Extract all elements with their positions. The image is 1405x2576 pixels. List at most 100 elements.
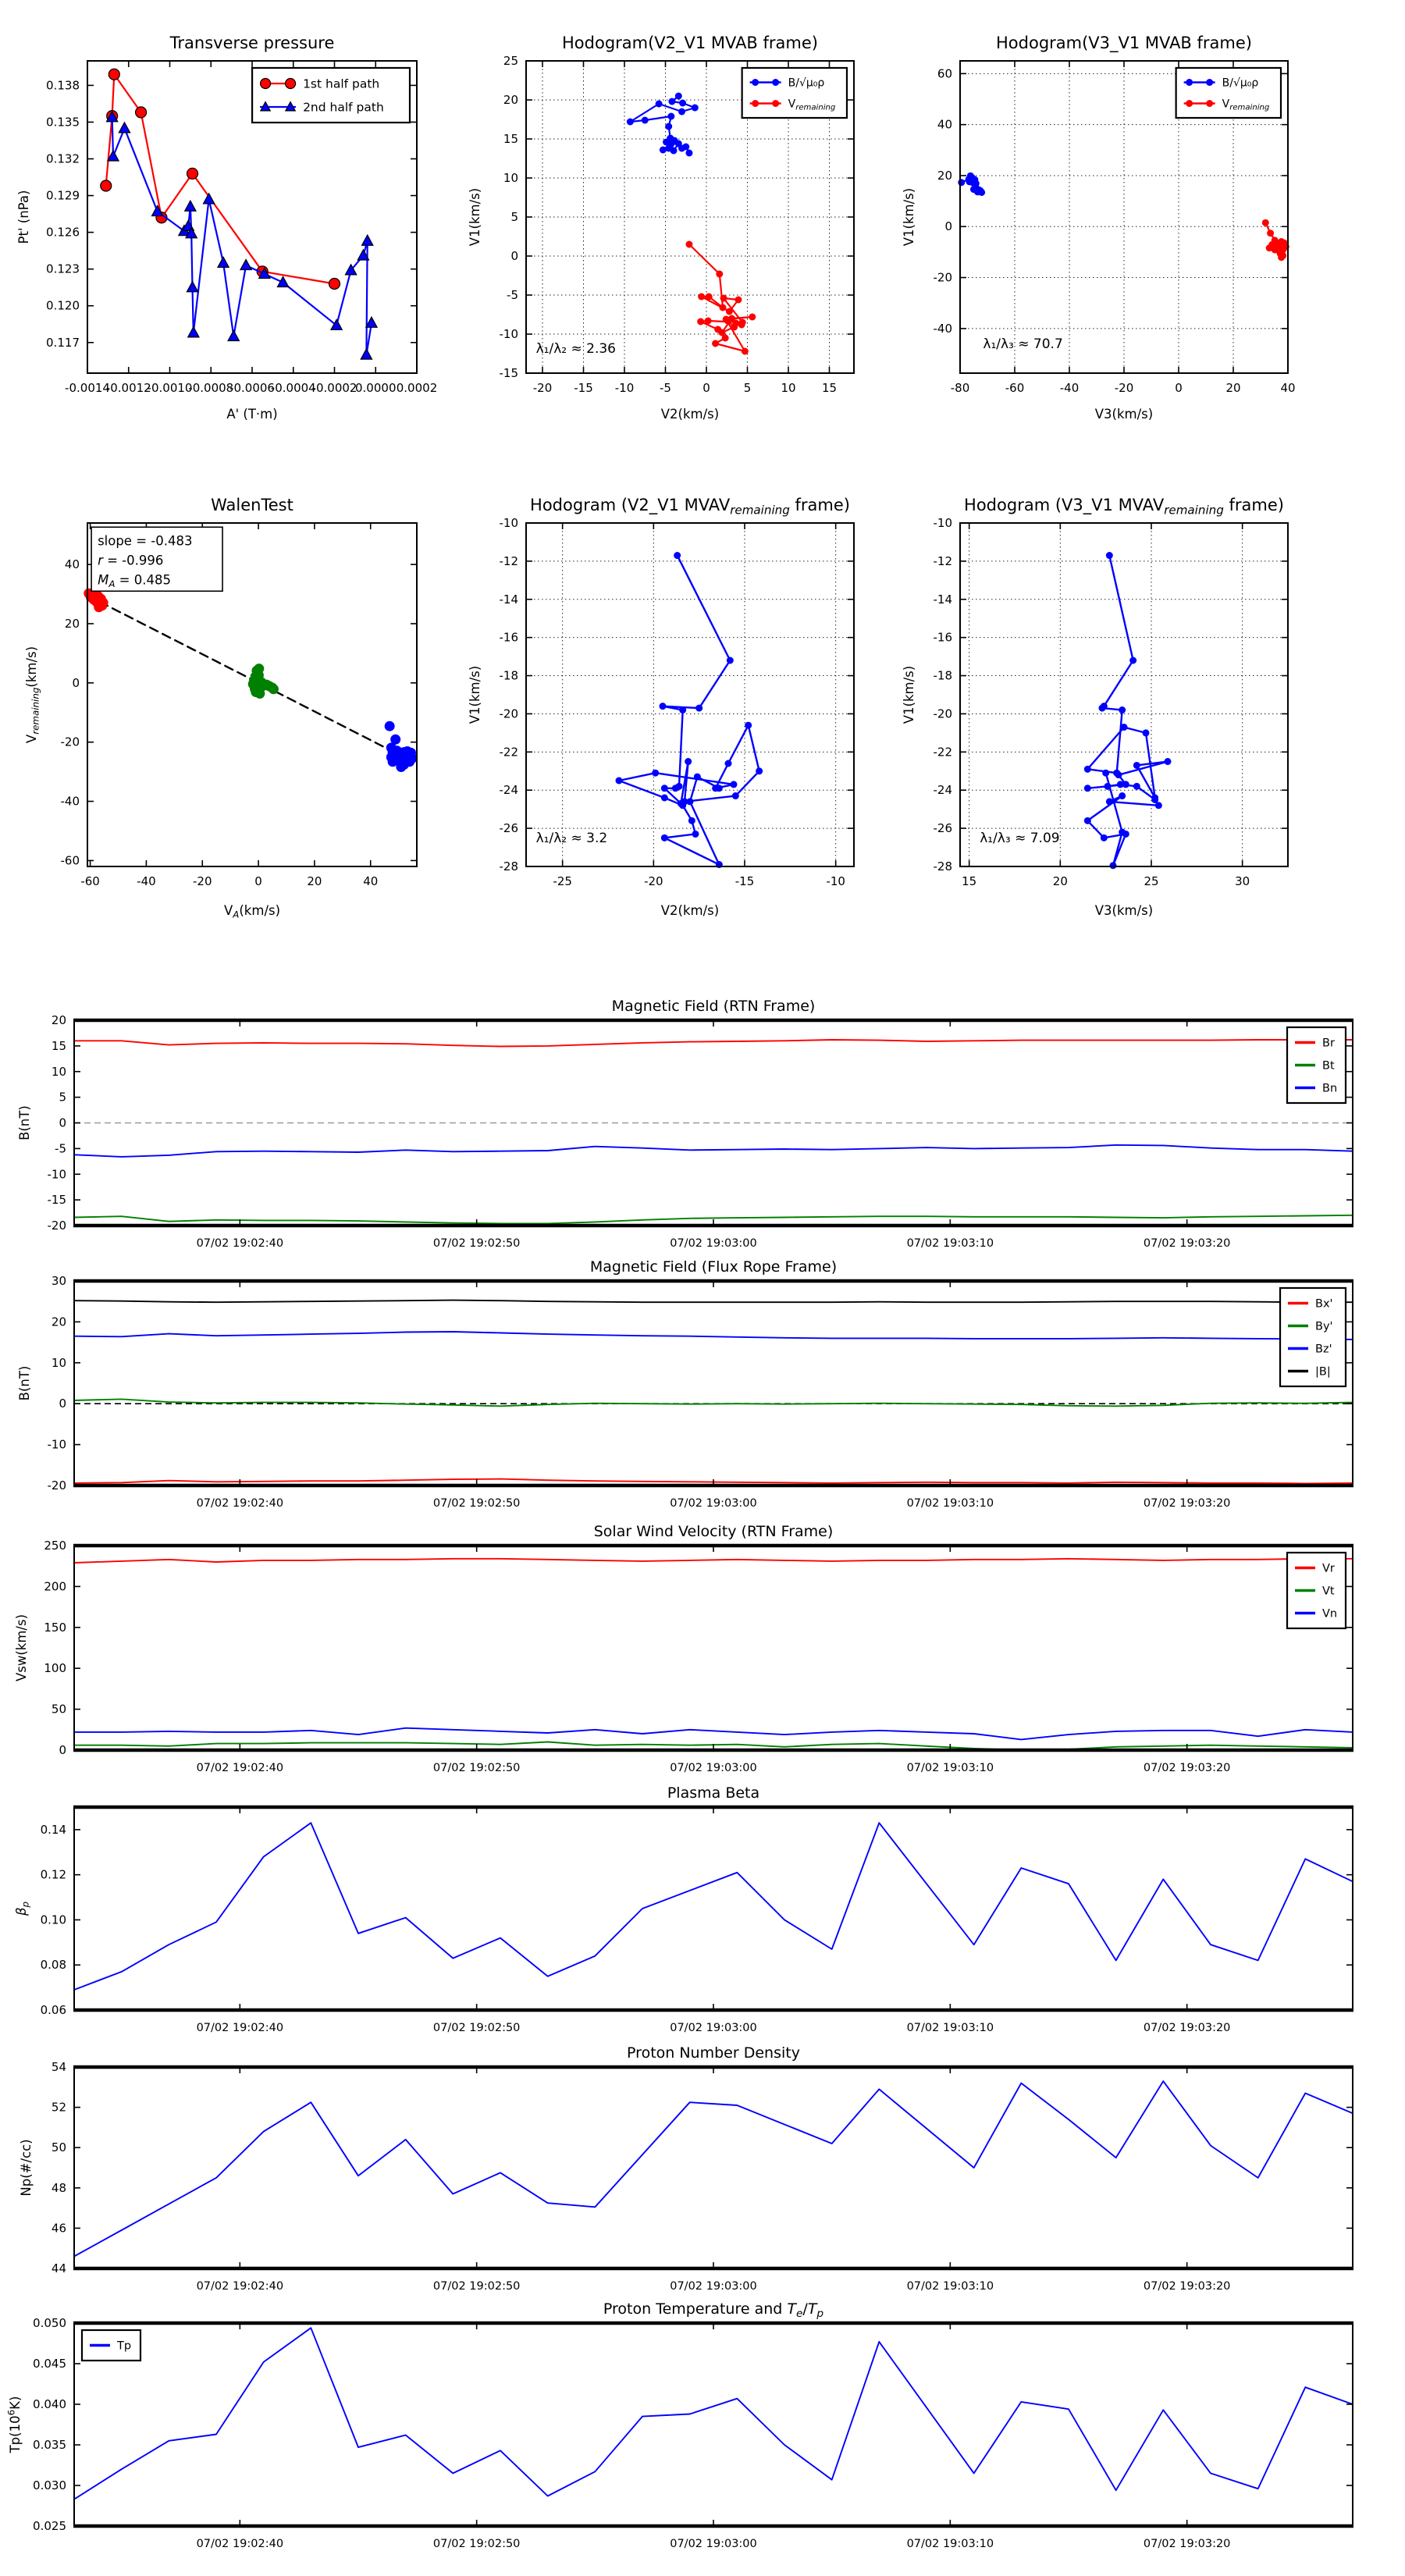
y-tick-label: 0 <box>59 1397 66 1411</box>
marker-dot <box>1109 862 1117 870</box>
x-tick-label: 07/02 19:03:20 <box>1144 2538 1231 2550</box>
y-tick-label: -18 <box>500 669 519 683</box>
x-tick-label: 07/02 19:03:10 <box>907 2022 994 2034</box>
legend: Br Bt Bn <box>1286 1026 1347 1105</box>
x-tick-label: -20 <box>533 381 553 395</box>
x-tick-label: -0.0006 <box>229 381 275 395</box>
y-tick-label: -10 <box>500 327 519 341</box>
y-tick-label: -14 <box>934 592 953 607</box>
x-tick-label: 07/02 19:02:50 <box>433 1237 521 1250</box>
series-V-path <box>615 552 763 869</box>
legend: 1st half path 2nd half path <box>251 66 411 124</box>
marker-circle <box>108 68 120 80</box>
y-tick-label: 10 <box>52 1356 66 1370</box>
x-tick-label: 15 <box>822 381 837 395</box>
x-tick-label: 07/02 19:03:20 <box>1144 1762 1231 1774</box>
legend-label: Tp <box>116 2340 131 2353</box>
marker-dot <box>724 760 732 767</box>
x-tick-label: 07/02 19:03:10 <box>907 2538 994 2550</box>
y-tick-label: 0.040 <box>33 2397 66 2411</box>
y-tick-label: 30 <box>52 1274 66 1288</box>
x-tick-label: 07/02 19:03:10 <box>907 2280 994 2293</box>
legend-label: Vn <box>1322 1608 1337 1621</box>
marker-dot <box>685 240 693 248</box>
y-tick-label: 46 <box>52 2221 66 2235</box>
chart-title: Magnetic Field (RTN Frame) <box>612 998 816 1015</box>
y-tick-label: 0.120 <box>46 299 80 313</box>
y-tick-label: -28 <box>500 859 519 873</box>
y-axis-label: βp <box>14 1902 31 1916</box>
chart-title: WalenTest <box>211 496 293 514</box>
y-axis-label: Pt' (nPa) <box>16 190 31 244</box>
ticks: 07/02 19:02:40 07/02 19:02:50 07/02 19:03:… <box>33 2316 1353 2550</box>
marker-dot <box>698 293 706 301</box>
y-tick-label: -22 <box>500 745 519 759</box>
x-tick-label: -15 <box>574 381 593 395</box>
marker-triangle <box>187 326 200 338</box>
marker-dot <box>1142 729 1150 737</box>
marker-dot <box>253 670 264 681</box>
legend-box <box>1175 66 1282 119</box>
y-tick-label: 0.050 <box>33 2316 66 2330</box>
x-tick-label: 07/02 19:02:50 <box>433 2022 521 2034</box>
marker-dot <box>665 123 673 130</box>
series-V-remaining <box>685 240 756 355</box>
marker-triangle <box>330 318 343 331</box>
y-tick-label: 5 <box>510 210 518 224</box>
y-tick-label: 0.045 <box>33 2357 66 2371</box>
legend-label: 1st half path <box>303 76 379 91</box>
y-tick-label: 40 <box>937 118 952 132</box>
marker-dot <box>1098 704 1106 712</box>
marker-triangle <box>361 233 374 246</box>
series-V-path <box>1083 552 1172 870</box>
marker-dot <box>715 785 723 792</box>
x-tick-label: 07/02 19:03:00 <box>670 1497 757 1510</box>
y-tick-label: 20 <box>503 93 518 107</box>
x-tick-label: -10 <box>615 381 635 395</box>
marker-dot <box>1186 100 1193 107</box>
x-tick-label: 07/02 19:03:00 <box>670 1762 757 1774</box>
marker-dot <box>652 769 660 777</box>
x-tick-label: -5 <box>660 381 671 395</box>
series-V-remaining <box>1261 219 1289 262</box>
y-tick-label: -24 <box>500 783 519 797</box>
marker-dot <box>1083 765 1091 773</box>
marker-dot <box>1133 782 1140 790</box>
y-tick-label: 0.12 <box>41 1868 66 1882</box>
ticks: -80 -60 -40 -20 0 20 40 -40 -20 0 20 40 60 <box>934 61 1296 395</box>
marker-dot <box>668 98 676 105</box>
chart-plasma-beta: 07/02 19:02:40 07/02 19:02:50 07/02 19:03:… <box>14 1784 1353 2034</box>
y-tick-label: 0.138 <box>46 78 80 92</box>
marker-dot <box>695 704 703 712</box>
marker-dot <box>726 656 734 664</box>
marker-triangle <box>105 110 119 123</box>
annotation: λ₁/λ₂ ≈ 3.2 <box>536 831 608 846</box>
series-Vn <box>73 1727 1353 1741</box>
ticks: 15 20 25 30 -28 -26 -24 -22 -20 -18 -16 -14 -12 -10 <box>934 516 1288 888</box>
x-tick-label: 15 <box>962 874 976 888</box>
x-tick-label: 07/02 19:02:50 <box>433 1497 521 1510</box>
chart-proton-temp: 07/02 19:02:40 07/02 19:02:50 07/02 19:03:… <box>5 2300 1353 2550</box>
chart-title: Solar Wind Velocity (RTN Frame) <box>594 1523 834 1540</box>
chart-title: Hodogram (V3_V1 MVAVremaining frame) <box>964 496 1284 518</box>
x-tick-label: 25 <box>1144 874 1158 888</box>
y-tick-label: 0 <box>510 249 518 263</box>
marker-dot <box>671 785 679 792</box>
legend: B/√μ₀ρ Vremaining <box>1175 66 1282 119</box>
chart-title: Hodogram (V2_V1 MVAVremaining frame) <box>530 496 850 518</box>
marker-circle <box>328 277 341 290</box>
y-tick-label: 0.126 <box>46 226 80 240</box>
marker-dot <box>692 830 699 838</box>
annotation: λ₁/λ₃ ≈ 70.7 <box>983 336 1062 352</box>
marker-dot <box>679 802 687 809</box>
marker-dot <box>720 294 727 302</box>
y-tick-label: 0.06 <box>41 2003 66 2017</box>
marker-dot <box>1261 219 1269 226</box>
marker-dot <box>1267 229 1275 237</box>
y-tick-label: 0.14 <box>41 1823 66 1837</box>
legend-label: Bt <box>1322 1060 1335 1073</box>
x-tick-label: 07/02 19:03:00 <box>670 2280 757 2293</box>
marker-dot <box>705 293 713 301</box>
x-tick-label: 07/02 19:03:20 <box>1144 1497 1231 1510</box>
x-tick-label: -20 <box>644 874 663 888</box>
